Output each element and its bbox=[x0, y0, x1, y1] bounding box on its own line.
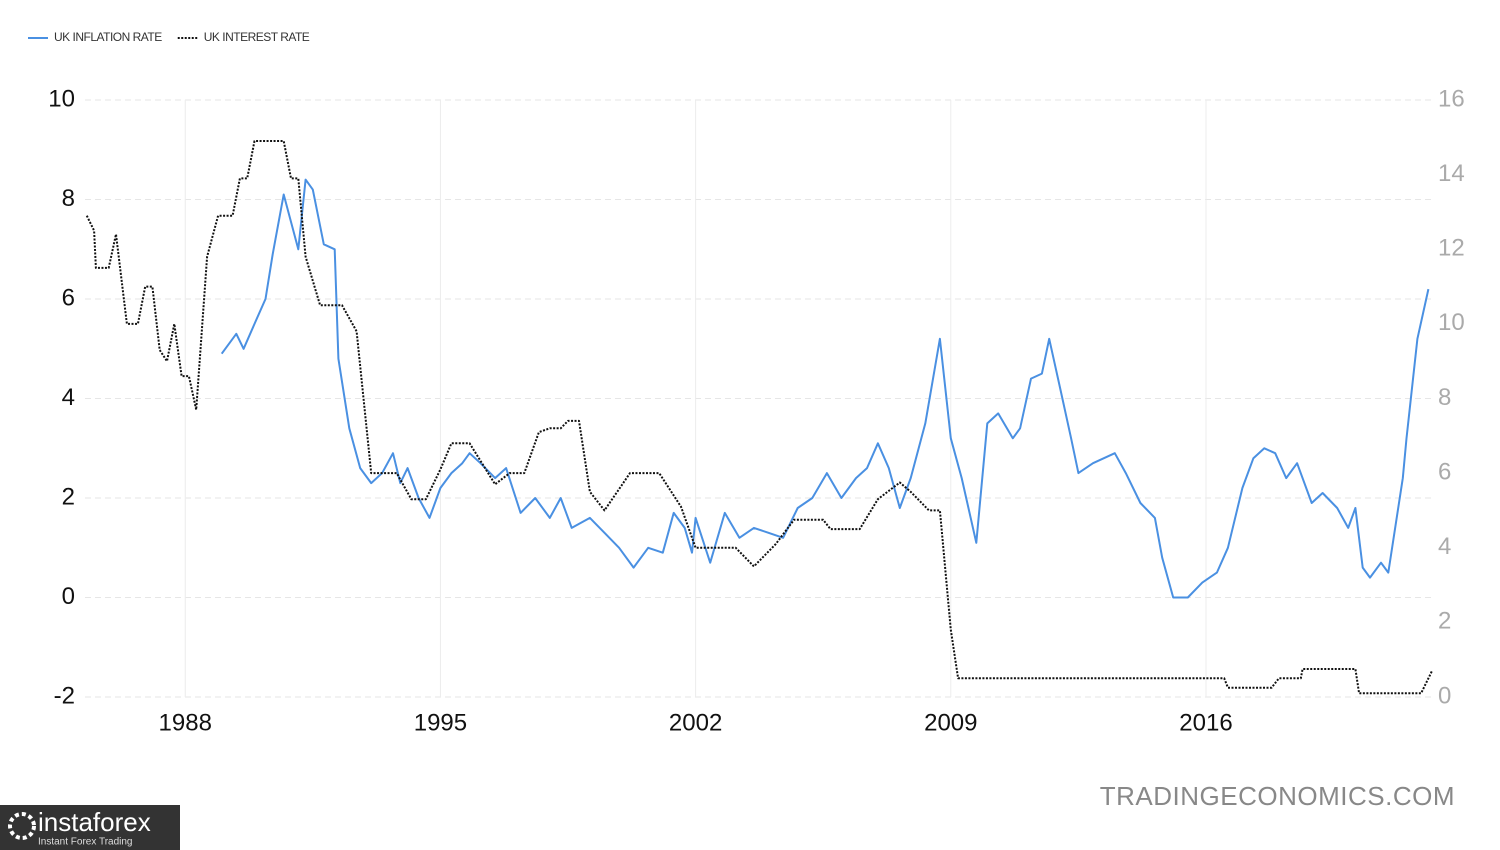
y2-tick-label: 16 bbox=[1438, 85, 1465, 112]
logo-icon bbox=[8, 812, 36, 840]
logo-box bbox=[0, 805, 180, 850]
y-tick-label: 6 bbox=[62, 284, 75, 311]
y2-tick-label: 6 bbox=[1438, 458, 1451, 485]
series-line bbox=[85, 140, 1433, 695]
x-tick-label: 1995 bbox=[414, 709, 467, 736]
series-line bbox=[220, 178, 1430, 599]
y2-tick-label: 8 bbox=[1438, 384, 1451, 411]
y-tick-label: 4 bbox=[62, 384, 75, 411]
legend-item: UK INTEREST RATE bbox=[177, 30, 310, 44]
x-tick-label: 2009 bbox=[924, 709, 977, 736]
y2-tick-label: 10 bbox=[1438, 309, 1465, 336]
x-tick-label: 2016 bbox=[1179, 709, 1232, 736]
y-tick-label: 8 bbox=[62, 185, 75, 212]
y-tick-label: -2 bbox=[54, 682, 75, 709]
logo: instaforex Instant Forex Trading bbox=[0, 805, 180, 850]
watermark: TRADINGECONOMICS.COM bbox=[1100, 781, 1455, 811]
y-tick-label: 10 bbox=[48, 85, 75, 112]
logo-tagline: Instant Forex Trading bbox=[38, 837, 133, 848]
y2-tick-label: 14 bbox=[1438, 160, 1465, 187]
y-tick-label: 2 bbox=[62, 483, 75, 510]
legend-label: UK INFLATION RATE bbox=[54, 30, 162, 44]
y2-tick-label: 2 bbox=[1438, 608, 1451, 635]
x-tick-label: 2002 bbox=[669, 709, 722, 736]
legend-label: UK INTEREST RATE bbox=[204, 30, 310, 44]
legend-item: UK INFLATION RATE bbox=[28, 30, 163, 44]
y2-tick-label: 12 bbox=[1438, 235, 1465, 262]
y-tick-label: 0 bbox=[62, 583, 75, 610]
y2-tick-label: 4 bbox=[1438, 533, 1451, 560]
logo-name: instaforex bbox=[38, 807, 151, 837]
x-tick-label: 1988 bbox=[159, 709, 212, 736]
y2-tick-label: 0 bbox=[1438, 682, 1451, 709]
